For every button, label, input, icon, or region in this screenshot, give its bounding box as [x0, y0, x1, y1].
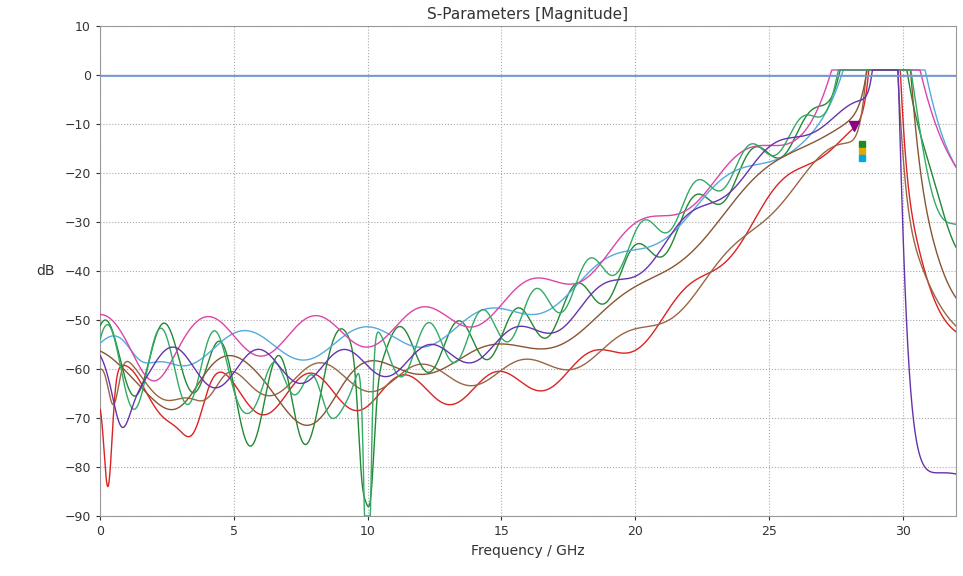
- Title: S-Parameters [Magnitude]: S-Parameters [Magnitude]: [428, 7, 629, 22]
- Y-axis label: dB: dB: [36, 264, 54, 278]
- X-axis label: Frequency / GHz: Frequency / GHz: [471, 544, 585, 558]
